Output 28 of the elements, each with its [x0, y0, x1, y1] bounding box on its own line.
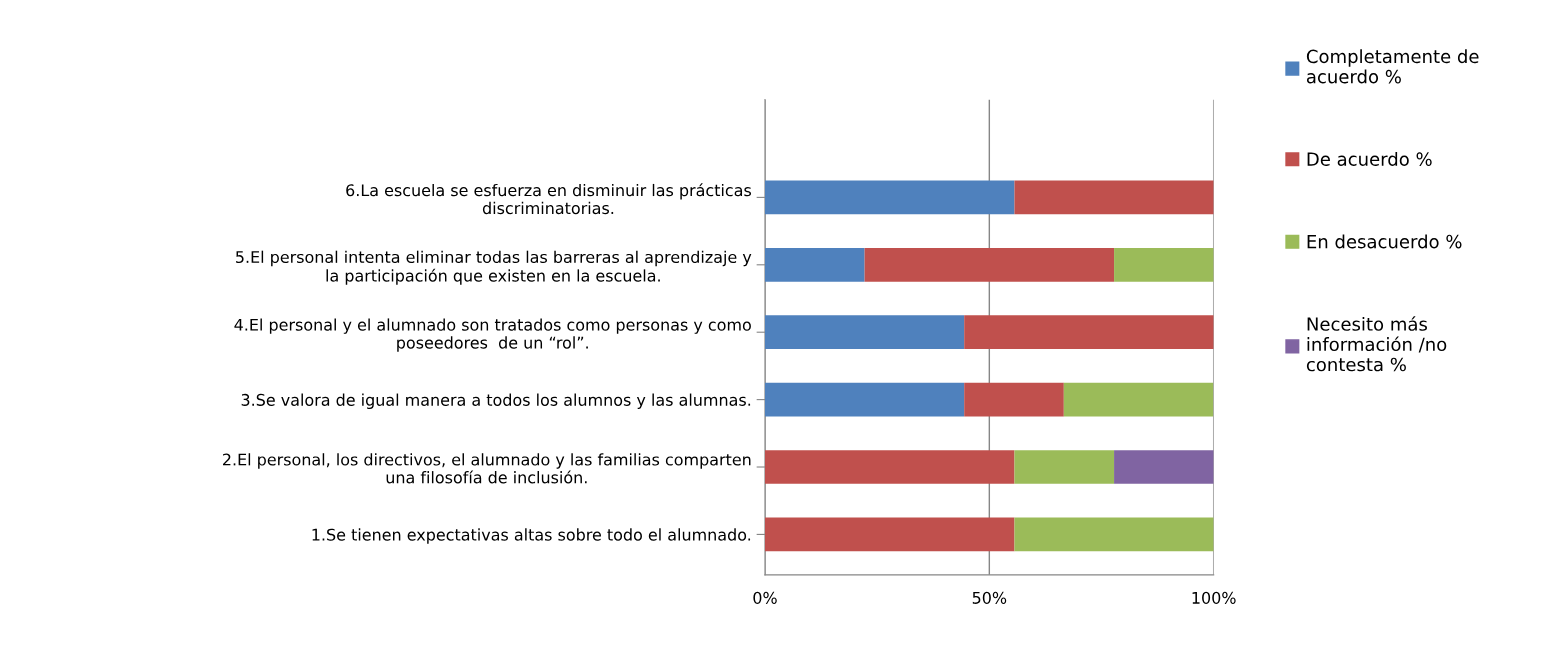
legend-label: Necesito más información /no contesta % — [1306, 316, 1447, 372]
legend-label: En desacuerdo % — [1307, 234, 1462, 249]
bar — [864, 247, 1115, 282]
bar — [1014, 180, 1214, 215]
y-tick-label: 3.Se valora de igual manera a todos los alumnos y las alumnas. — [241, 393, 751, 409]
y-tick-label: 4.El personal y el alumnado son tratados como personas y como poseedores de un “rol”. — [234, 318, 751, 352]
bar — [764, 315, 965, 350]
bar — [964, 315, 1214, 350]
y-tick-label: 1.Se tienen expectativas altas sobre todo el alumnado. — [312, 528, 751, 544]
x-tick-label: 0% — [753, 591, 777, 604]
bar — [764, 247, 865, 282]
bar — [764, 382, 965, 417]
x-tick-label: 50% — [972, 591, 1007, 604]
x-tick-label: 100% — [1192, 591, 1236, 604]
bar — [764, 450, 1015, 484]
legend-label: De acuerdo % — [1307, 151, 1432, 166]
bar — [1114, 247, 1214, 282]
bar — [1063, 382, 1214, 417]
y-tick-label: 5.El personal intenta eliminar todas las barreras al aprendizaje y la participación que existen en la escuela. — [236, 250, 752, 285]
bar — [1014, 450, 1115, 484]
bar — [964, 382, 1064, 417]
bar — [1014, 517, 1214, 552]
bar — [764, 517, 1015, 552]
bar — [764, 180, 1015, 215]
legend-label: Completamente de acuerdo % — [1306, 49, 1479, 84]
bar — [1114, 450, 1214, 484]
y-tick-label: 2.El personal, los directivos, el alumnado y las familias comparten una filosofía de inclusión. — [223, 453, 751, 484]
y-tick-label: 6.La escuela se esfuerza en disminuir las prácticas discriminatorias. — [346, 183, 752, 215]
